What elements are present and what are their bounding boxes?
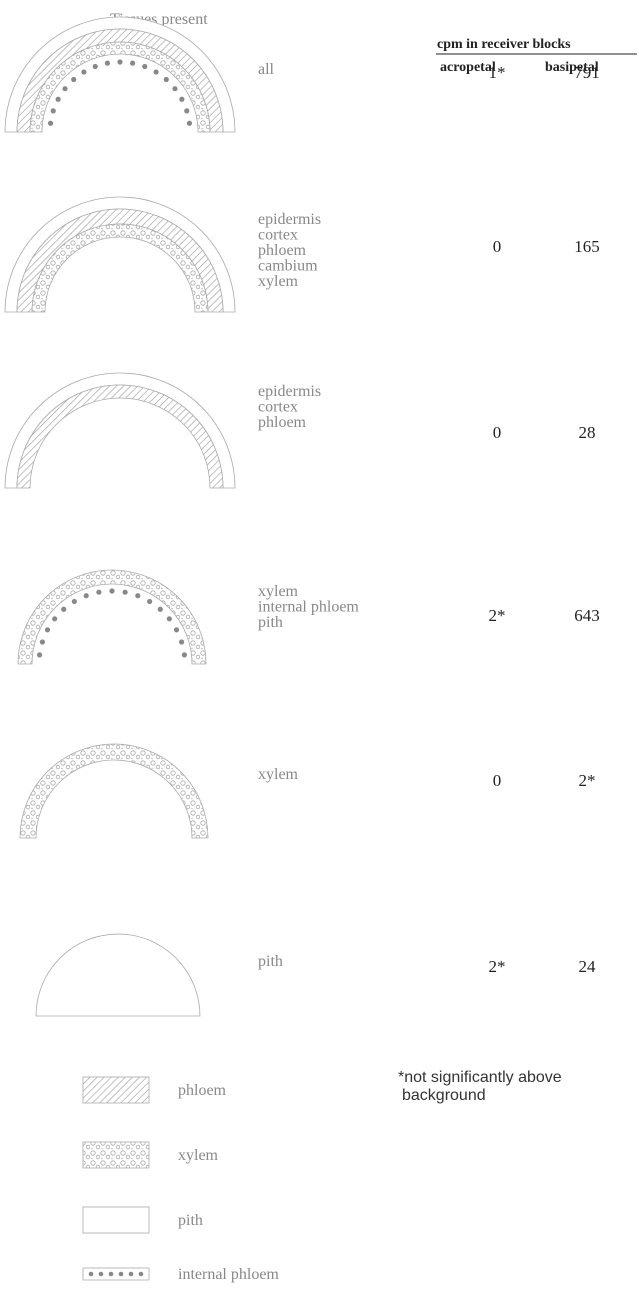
legend-dot [118, 1271, 124, 1277]
tissue-layer [19, 743, 209, 839]
internal-phloem-dot [81, 69, 87, 75]
internal-phloem-dot [142, 63, 148, 70]
basipetal-value: 791 [574, 63, 600, 82]
tissue-label: cambium [258, 258, 318, 275]
internal-phloem-dot [163, 76, 169, 83]
basipetal-value: 643 [574, 606, 600, 625]
internal-phloem-dot [39, 639, 45, 645]
legend-swatch [82, 1076, 150, 1104]
acropetal-value: 0 [493, 771, 502, 790]
basipetal-value: 165 [574, 237, 600, 256]
internal-phloem-dot [157, 606, 163, 612]
internal-phloem-dot [186, 120, 193, 126]
internal-phloem-dot [83, 593, 89, 599]
legend-swatch [82, 1206, 150, 1234]
legend-dot [128, 1271, 134, 1277]
internal-phloem-dot [179, 96, 185, 102]
acropetal-value: 2* [489, 957, 506, 976]
internal-phloem-dot [147, 598, 153, 605]
tissue-label: phloem [258, 414, 307, 431]
internal-phloem-dot [44, 627, 51, 633]
tissue-label: phloem [258, 242, 307, 259]
internal-phloem-dot [71, 76, 77, 83]
internal-phloem-dot [172, 86, 178, 92]
internal-phloem-dot [47, 120, 54, 126]
internal-phloem-dot [179, 639, 185, 645]
tissue-label: cortex [258, 399, 298, 416]
tissue-label: all [258, 61, 275, 78]
internal-phloem-dot [92, 63, 98, 70]
tissue-label: internal phloem [258, 599, 359, 616]
internal-phloem-dot [62, 86, 68, 92]
internal-phloem-dot [109, 588, 115, 594]
internal-phloem-dot [135, 593, 141, 599]
internal-phloem-dot [153, 69, 159, 75]
internal-phloem-dot [184, 108, 190, 114]
legend-label: phloem [178, 1082, 227, 1099]
tissue-label: pith [258, 614, 283, 631]
basipetal-value: 2* [579, 771, 596, 790]
tissue-label: epidermis [258, 383, 321, 400]
legend-dot [98, 1271, 104, 1277]
tissue-layer [29, 41, 211, 133]
legend-label: pith [178, 1212, 203, 1229]
acropetal-value: 0 [493, 237, 502, 256]
footnote: background [402, 1087, 486, 1104]
internal-phloem-dot [52, 616, 58, 622]
cpm-title: cpm in receiver blocks [437, 37, 571, 52]
acropetal-value: 1* [489, 63, 506, 82]
internal-phloem-dot [96, 589, 102, 595]
basipetal-value: 28 [579, 423, 596, 442]
internal-phloem-dot [55, 96, 61, 102]
internal-phloem-dot [166, 616, 172, 622]
tissue-layer [35, 933, 201, 1017]
acropetal-header: acropetal [440, 60, 496, 75]
acropetal-value: 2* [489, 606, 506, 625]
internal-phloem-dot [122, 589, 128, 595]
tissue-label: epidermis [258, 211, 321, 228]
legend-swatch [82, 1267, 150, 1281]
internal-phloem-dot [71, 598, 77, 605]
tissue-label: xylem [258, 583, 299, 600]
basipetal-header: basipetal [545, 60, 599, 75]
tissue-layer [31, 223, 209, 313]
tissue-layer [17, 569, 207, 665]
legend-label: xylem [178, 1147, 219, 1164]
acropetal-value: 0 [493, 423, 502, 442]
footnote: *not significantly above [398, 1069, 562, 1086]
legend-swatch [82, 1141, 150, 1169]
tissue-layer [16, 384, 224, 489]
tissue-label: pith [258, 953, 283, 970]
internal-phloem-dot [36, 652, 43, 658]
tissue-label: cortex [258, 227, 298, 244]
internal-phloem-dot [50, 108, 56, 114]
internal-phloem-dot [117, 59, 123, 65]
legend-dot [138, 1271, 144, 1277]
internal-phloem-dot [181, 652, 188, 658]
internal-phloem-dot [104, 60, 111, 66]
internal-phloem-dot [173, 627, 180, 633]
tissue-label: xylem [258, 273, 299, 290]
legend-dot [88, 1271, 94, 1277]
internal-phloem-dot [61, 606, 67, 612]
tissue-label: xylem [258, 766, 299, 783]
basipetal-value: 24 [579, 957, 597, 976]
internal-phloem-dot [129, 60, 136, 66]
legend-label: internal phloem [178, 1266, 279, 1283]
legend-dot [108, 1271, 114, 1277]
